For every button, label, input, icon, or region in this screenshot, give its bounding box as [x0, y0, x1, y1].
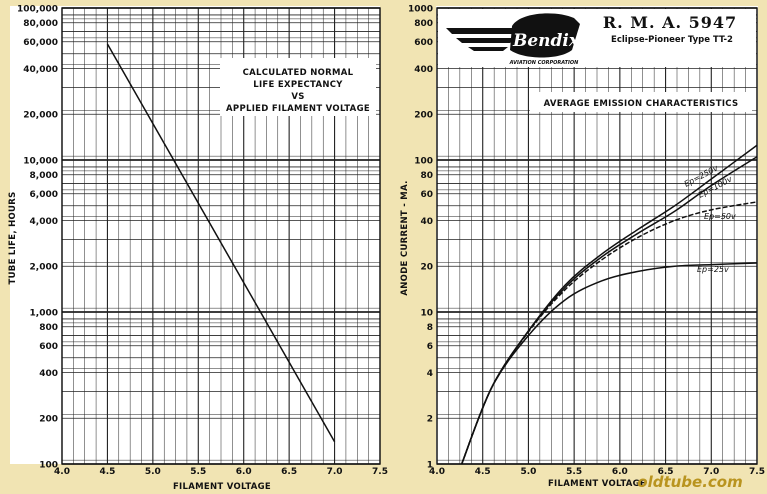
- emission-series-line-3: [460, 201, 758, 465]
- life-ytick-label: 100: [39, 461, 58, 471]
- life-chart-plot-area: [61, 7, 381, 465]
- bendix-logo-text: Bendix: [512, 31, 580, 51]
- emission-ytick-label: 100: [414, 157, 433, 167]
- bendix-corp-text: AVIATION CORPORATION: [509, 60, 580, 66]
- life-xtick-label: 6.0: [236, 467, 252, 477]
- life-xtick-label: 5.5: [190, 467, 206, 477]
- emission-title-box: [530, 92, 752, 112]
- life-chart-xlabel: FILAMENT VOLTAGE: [173, 482, 271, 492]
- emission-ytick-label: 400: [414, 65, 433, 75]
- emission-ytick-label: 8: [427, 323, 433, 333]
- emission-ytick-label: 40: [420, 217, 433, 227]
- emission-chart-series: [460, 144, 758, 465]
- life-ytick-label: 10,000: [23, 157, 58, 167]
- curve-label-ep50: Ep=50v: [704, 212, 736, 221]
- emission-xtick-label: 7.0: [703, 467, 719, 477]
- emission-ytick-label: 200: [414, 111, 433, 121]
- life-xtick-label: 6.5: [281, 467, 297, 477]
- life-xtick-label: 7.0: [327, 467, 343, 477]
- emission-ytick-label: 20: [420, 263, 433, 273]
- life-ytick-label: 4,000: [30, 217, 58, 227]
- life-chart-title-line-2: LIFE EXPECTANCY: [253, 80, 343, 90]
- emission-xtick-label: 4.0: [429, 467, 445, 477]
- life-chart-series: [106, 43, 336, 443]
- emission-ytick-label: 6: [427, 342, 433, 352]
- emission-chart-xlabel: FILAMENT VOLTAGE: [548, 479, 646, 489]
- life-chart-title-line-1: CALCULATED NORMAL: [243, 68, 354, 78]
- life-xtick-label: 7.5: [372, 467, 388, 477]
- watermark: oldtube.com: [637, 473, 742, 491]
- bendix-logo: Bendix AVIATION CORPORATION: [446, 13, 580, 66]
- life-chart-grid: [61, 7, 381, 465]
- life-ytick-label: 20,000: [23, 111, 58, 121]
- emission-xtick-label: 6.5: [658, 467, 674, 477]
- life-ytick-label: 40,000: [23, 65, 58, 75]
- emission-xtick-label: 6.0: [612, 467, 628, 477]
- life-chart-title-line-3: VS: [291, 92, 304, 102]
- life-ytick-label: 600: [39, 342, 58, 352]
- emission-ytick-label: 1000: [408, 5, 433, 15]
- life-chart-title-box: [220, 58, 376, 116]
- emission-ytick-label: 800: [414, 19, 433, 29]
- life-ytick-label: 2,000: [30, 263, 58, 273]
- life-xtick-label: 4.5: [99, 467, 115, 477]
- emission-ytick-label: 600: [414, 38, 433, 48]
- emission-xtick-label: 5.5: [566, 467, 582, 477]
- emission-series-line-4: [460, 262, 758, 465]
- life-xtick-label: 5.0: [145, 467, 161, 477]
- life-ytick-label: 1,000: [30, 309, 58, 319]
- emission-chart-ylabel: ANODE CURRENT - MA.: [400, 180, 410, 295]
- life-series-line-1: [106, 43, 336, 443]
- life-ytick-label: 6,000: [30, 190, 58, 200]
- life-chart-ticks: 100 200 400 600 800 1,000 2,000 4,000 6,000 8,000…: [17, 5, 388, 478]
- life-ytick-label: 800: [39, 323, 58, 333]
- emission-ytick-label: 2: [427, 415, 433, 425]
- emission-chart-title: AVERAGE EMISSION CHARACTERISTICS: [544, 99, 739, 109]
- emission-xtick-label: 5.0: [520, 467, 536, 477]
- life-ytick-label: 100,000: [17, 5, 58, 15]
- life-ytick-label: 400: [39, 369, 58, 379]
- brand-subtitle: Eclipse-Pioneer Type TT-2: [611, 35, 733, 45]
- emission-ytick-label: 10: [420, 309, 433, 319]
- emission-ytick-label: 60: [420, 190, 433, 200]
- curve-label-ep25: Ep=25v: [697, 265, 729, 274]
- emission-xtick-label: 4.5: [475, 467, 491, 477]
- life-xtick-label: 4.0: [54, 467, 70, 477]
- life-ytick-label: 200: [39, 415, 58, 425]
- emission-ytick-label: 4: [427, 369, 433, 379]
- life-ytick-label: 8,000: [30, 171, 58, 181]
- life-ytick-label: 80,000: [23, 19, 58, 29]
- emission-xtick-label: 7.5: [749, 467, 765, 477]
- life-chart-ylabel: TUBE LIFE, HOURS: [8, 191, 18, 284]
- life-chart-title-line-4: APPLIED FILAMENT VOLTAGE: [226, 104, 370, 114]
- emission-chart-ticks: 1 2 4 6 8 10 20 40 60 80 100 200 400 600 800 1000 4.0 4.5…: [408, 5, 765, 478]
- emission-chart-plot-area: [436, 7, 758, 465]
- emission-ytick-label: 1: [427, 461, 433, 471]
- emission-ytick-label: 80: [420, 171, 433, 181]
- life-ytick-label: 60,000: [23, 38, 58, 48]
- brand-title: R. M. A. 5947: [603, 13, 737, 32]
